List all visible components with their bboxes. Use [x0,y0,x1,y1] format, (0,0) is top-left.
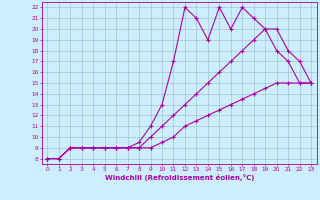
X-axis label: Windchill (Refroidissement éolien,°C): Windchill (Refroidissement éolien,°C) [105,174,254,181]
